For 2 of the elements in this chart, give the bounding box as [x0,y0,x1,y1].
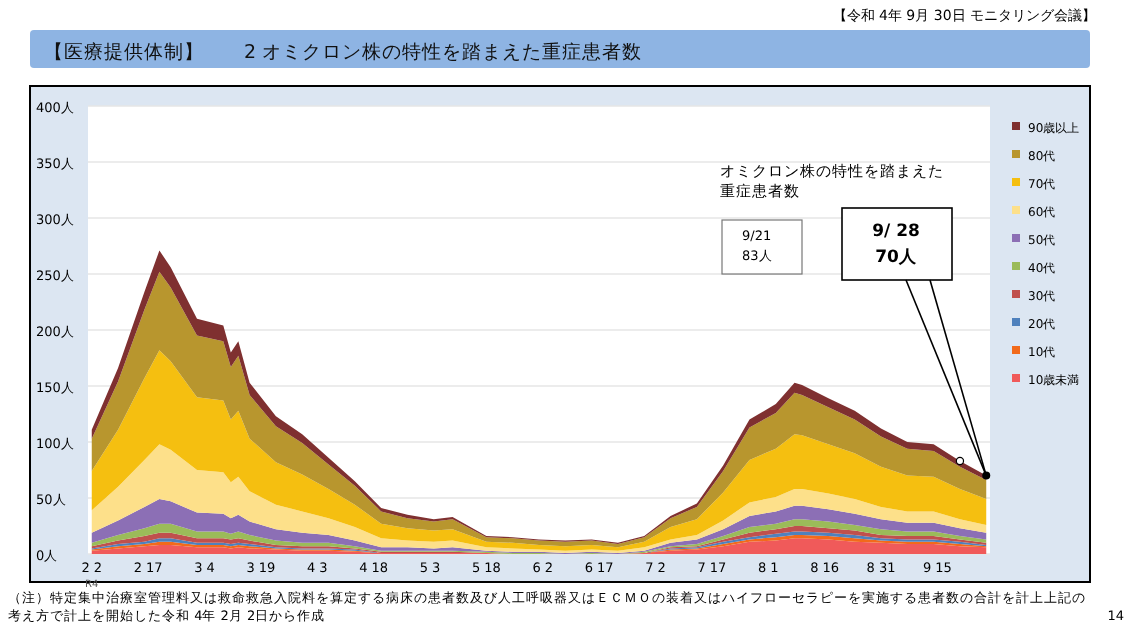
chart-title: 【医療提供体制】 2 オミクロン株の特性を踏まえた重症患者数 [44,40,643,64]
annotation: 9/ 28 70人 [872,222,920,268]
